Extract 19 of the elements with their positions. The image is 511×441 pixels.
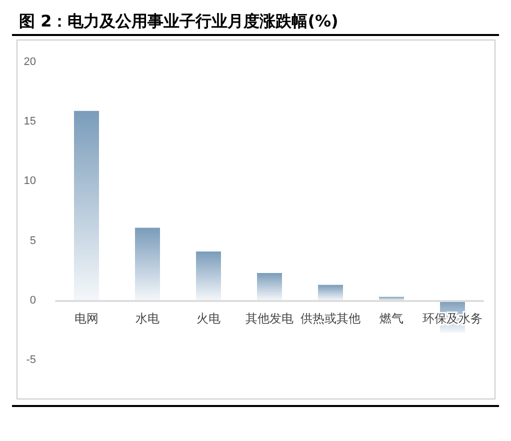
y-tick-label: 0 [30, 294, 36, 306]
bar [135, 228, 160, 300]
bar [74, 110, 99, 300]
x-tick-label: 环保及水务 [422, 311, 482, 326]
x-tick-label: 电网 [74, 311, 98, 326]
y-tick-label: 20 [24, 56, 36, 68]
x-tick-label: 火电 [196, 311, 220, 326]
x-tick-label: 燃气 [380, 311, 404, 326]
bar [257, 272, 282, 300]
bar [196, 252, 221, 300]
y-tick-label: -5 [26, 354, 36, 366]
x-tick-label: 供热或其他 [300, 311, 360, 326]
bar [318, 284, 343, 300]
y-tick-label: 5 [30, 234, 36, 247]
chart-title: 图 2：电力及公用事业子行业月度涨跌幅(%) [19, 12, 338, 30]
x-tick-label: 其他发电 [246, 311, 294, 326]
y-tick-label: 10 [24, 175, 36, 188]
y-tick-label: 15 [24, 116, 36, 128]
x-tick-label: 水电 [136, 311, 160, 326]
